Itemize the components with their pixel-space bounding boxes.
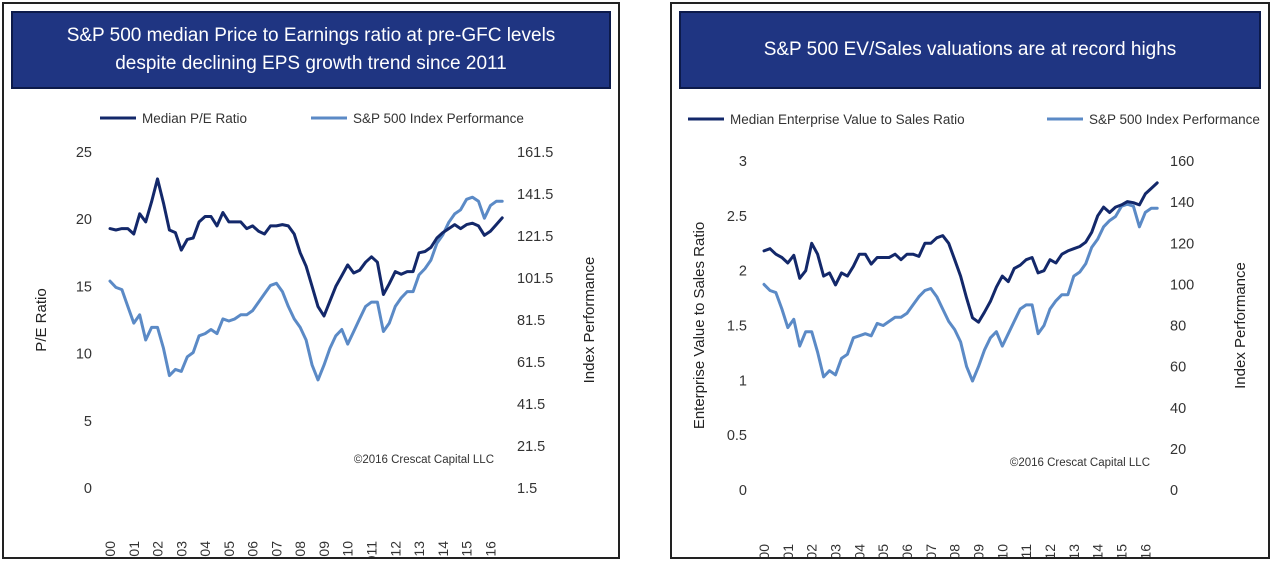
left-copyright-text: ©2016 Crescat Capital LLC [354, 454, 494, 466]
left-left-tick-4: 20 [76, 212, 92, 228]
left-left-tick-3: 15 [76, 279, 92, 295]
left-y-axis-title: P/E Ratio [33, 288, 50, 351]
right-right-tick-1: 20 [1170, 442, 1186, 458]
left-x-tick-2002: 2002 [150, 541, 166, 557]
right-x-tick-2016: 2016 [1137, 544, 1153, 557]
left-legend-label-2: S&P 500 Index Performance [353, 111, 524, 126]
left-x-tick-2006: 2006 [245, 541, 261, 557]
left-right-tick-7: 141.5 [517, 187, 553, 203]
right-right-tick-7: 140 [1170, 195, 1194, 211]
left-left-tick-0: 0 [84, 481, 92, 497]
right-y2-axis-title: Index Performance [1232, 262, 1249, 389]
right-x-tick-2006: 2006 [899, 544, 915, 557]
right-x-tick-2014: 2014 [1090, 544, 1106, 557]
right-x-tick-2008: 2008 [947, 544, 963, 557]
left-x-tick-2007: 2007 [268, 541, 284, 557]
left-x-tick-2000: 2000 [102, 541, 118, 557]
left-x-tick-2012: 2012 [387, 541, 403, 557]
ev-sales-chart: Median Enterprise Value to Sales Ratio S&… [672, 4, 1268, 557]
left-x-tick-2003: 2003 [173, 541, 189, 557]
left-x-tick-2015: 2015 [459, 541, 475, 557]
right-x-tick-2012: 2012 [1042, 544, 1058, 557]
right-right-tick-2: 40 [1170, 401, 1186, 417]
left-x-tick-2001: 2001 [126, 541, 142, 557]
right-right-tick-0: 0 [1170, 483, 1178, 499]
right-x-tick-2015: 2015 [1113, 544, 1129, 557]
pe-ratio-chart: Median P/E Ratio S&P 500 Index Performanc… [4, 4, 618, 557]
right-x-tick-2011: 2011 [1018, 544, 1034, 557]
right-right-tick-5: 100 [1170, 277, 1194, 293]
right-x-tick-2010: 2010 [994, 544, 1010, 557]
right-x-tick-2005: 2005 [875, 544, 891, 557]
left-right-tick-8: 161.5 [517, 145, 553, 161]
left-y2-axis-title: Index Performance [581, 257, 598, 384]
left-x-tick-2008: 2008 [292, 541, 308, 557]
left-x-tick-2009: 2009 [316, 541, 332, 557]
right-left-tick-0: 0 [739, 483, 747, 499]
right-left-tick-4: 2 [739, 264, 747, 280]
right-series-line-2 [764, 204, 1157, 381]
right-left-tick-3: 1.5 [727, 319, 747, 335]
right-x-tick-2013: 2013 [1066, 544, 1082, 557]
left-x-tick-2005: 2005 [221, 541, 237, 557]
right-left-tick-6: 3 [739, 154, 747, 170]
right-left-tick-1: 0.5 [727, 428, 747, 444]
left-right-tick-0: 1.5 [517, 481, 537, 497]
left-x-tick-2016: 2016 [482, 541, 498, 557]
left-x-tick-2010: 2010 [340, 541, 356, 557]
right-series-line-1 [764, 183, 1157, 322]
right-right-tick-4: 80 [1170, 319, 1186, 335]
left-legend-label-1: Median P/E Ratio [142, 111, 247, 126]
right-y-axis-title: Enterprise Value to Sales Ratio [691, 222, 708, 429]
right-x-tick-2003: 2003 [827, 544, 843, 557]
right-legend-label-2: S&P 500 Index Performance [1089, 112, 1260, 127]
left-right-tick-5: 101.5 [517, 271, 553, 287]
left-left-tick-2: 10 [76, 347, 92, 363]
right-left-tick-5: 2.5 [727, 209, 747, 225]
right-left-tick-2: 1 [739, 373, 747, 389]
left-left-tick-1: 5 [84, 414, 92, 430]
left-x-tick-2013: 2013 [411, 541, 427, 557]
right-x-tick-2002: 2002 [804, 544, 820, 557]
right-copyright-text: ©2016 Crescat Capital LLC [1010, 457, 1150, 469]
right-x-tick-2001: 2001 [780, 544, 796, 557]
right-right-tick-6: 120 [1170, 236, 1194, 252]
left-left-tick-5: 25 [76, 145, 92, 161]
right-right-tick-3: 60 [1170, 360, 1186, 376]
right-right-tick-8: 160 [1170, 154, 1194, 170]
left-right-tick-2: 41.5 [517, 397, 545, 413]
left-right-tick-4: 81.5 [517, 313, 545, 329]
left-chart-panel: S&P 500 median Price to Earnings ratio a… [2, 2, 620, 559]
right-chart-panel: S&P 500 EV/Sales valuations are at recor… [670, 2, 1270, 559]
left-right-tick-3: 61.5 [517, 355, 545, 371]
left-x-tick-2004: 2004 [197, 541, 213, 557]
left-right-tick-6: 121.5 [517, 229, 553, 245]
left-right-tick-1: 21.5 [517, 439, 545, 455]
left-series-line-1 [110, 179, 502, 316]
right-x-tick-2004: 2004 [851, 544, 867, 557]
left-x-tick-2011: 2011 [363, 541, 379, 557]
left-x-tick-2014: 2014 [435, 541, 451, 557]
right-x-tick-2007: 2007 [923, 544, 939, 557]
right-x-tick-2000: 2000 [756, 544, 772, 557]
right-x-tick-2009: 2009 [970, 544, 986, 557]
right-legend-label-1: Median Enterprise Value to Sales Ratio [730, 112, 965, 127]
